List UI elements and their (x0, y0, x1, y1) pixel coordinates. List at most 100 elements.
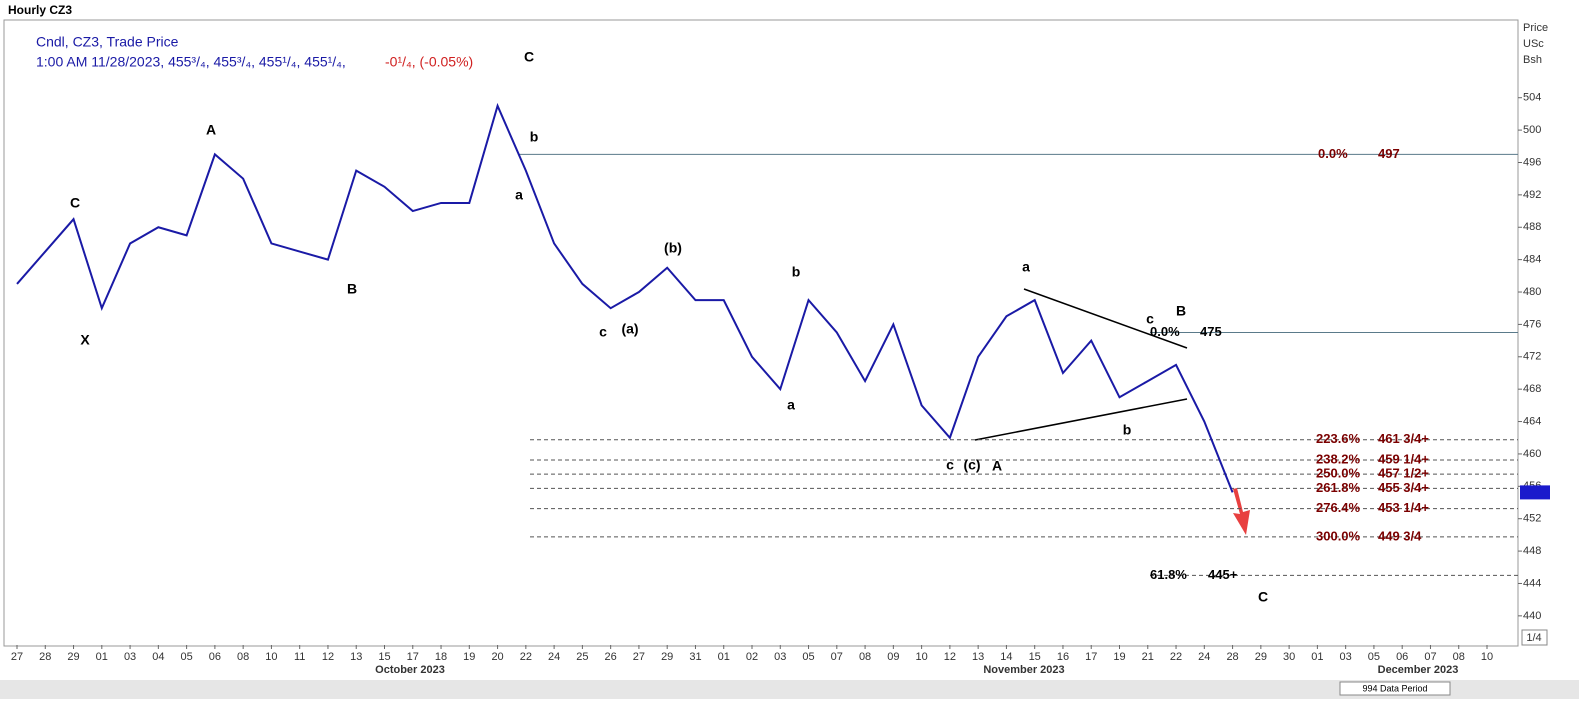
x-tick-label: 21 (1142, 651, 1154, 663)
x-tick-label: 26 (605, 651, 617, 663)
x-tick-label: 19 (463, 651, 475, 663)
x-tick-label: 05 (802, 651, 814, 663)
fib-label: 475 (1200, 324, 1222, 339)
x-tick-label: 29 (1255, 651, 1267, 663)
x-tick-label: 05 (1368, 651, 1380, 663)
wave-label: b (792, 264, 801, 280)
fib-pct: 238.2% (1316, 451, 1361, 466)
y-tick-label: 488 (1523, 221, 1541, 233)
wave-label: a (515, 187, 523, 203)
wave-label: A (206, 122, 216, 138)
fib-label: 461 3/4+ (1378, 431, 1429, 446)
x-tick-label: 15 (378, 651, 390, 663)
x-tick-label: 28 (1226, 651, 1238, 663)
y-tick-label: 444 (1523, 577, 1541, 589)
x-tick-label: 20 (491, 651, 503, 663)
y-tick-label: 440 (1523, 610, 1541, 622)
legend-change: -0¹/₄, (-0.05%) (385, 54, 473, 70)
x-tick-label: 13 (350, 651, 362, 663)
wave-label: C (524, 49, 534, 65)
y-tick-label: 476 (1523, 318, 1541, 330)
wave-label: c (1146, 311, 1154, 327)
x-tick-label: 02 (746, 651, 758, 663)
x-tick-label: 01 (96, 651, 108, 663)
x-tick-label: 24 (1198, 651, 1210, 663)
x-tick-label: 04 (152, 651, 164, 663)
wave-label: c (946, 457, 954, 473)
x-tick-label: 01 (718, 651, 730, 663)
fib-label: 455 3/4+ (1378, 480, 1429, 495)
fib-pct: 223.6% (1316, 431, 1361, 446)
fib-pct: 300.0% (1316, 528, 1361, 543)
x-tick-label: 25 (576, 651, 588, 663)
trend-line (974, 398, 1188, 441)
wave-label: (a) (621, 321, 638, 337)
x-tick-label: 17 (407, 651, 419, 663)
wave-label: A (992, 458, 1002, 474)
x-tick-label: 08 (859, 651, 871, 663)
y-tick-label: 500 (1523, 124, 1541, 136)
wave-label: B (347, 281, 357, 297)
month-label: October 2023 (375, 664, 445, 676)
x-tick-label: 12 (322, 651, 334, 663)
month-label: November 2023 (983, 664, 1064, 676)
y-axis-label: Price (1523, 22, 1548, 34)
wave-label: b (1123, 422, 1132, 438)
y-tick-label: 448 (1523, 545, 1541, 557)
x-tick-label: 06 (1396, 651, 1408, 663)
fib-pct: 250.0% (1316, 466, 1361, 481)
x-tick-label: 19 (1113, 651, 1125, 663)
x-tick-label: 15 (1029, 651, 1041, 663)
fib-pct: 61.8% (1150, 567, 1187, 582)
y-tick-label: 460 (1523, 448, 1541, 460)
x-tick-label: 24 (548, 651, 560, 663)
y-tick-label: 464 (1523, 415, 1541, 427)
last-price-marker (1520, 485, 1550, 500)
wave-label: X (80, 332, 90, 348)
arrow (1233, 488, 1250, 535)
x-tick-label: 14 (1000, 651, 1012, 663)
fib-pct: 261.8% (1316, 480, 1361, 495)
x-tick-label: 06 (209, 651, 221, 663)
y-tick-label: 504 (1523, 92, 1541, 104)
y-tick-label: 484 (1523, 254, 1541, 266)
x-tick-label: 16 (1057, 651, 1069, 663)
fib-label: 453 1/4+ (1378, 500, 1429, 515)
x-tick-label: 05 (180, 651, 192, 663)
x-tick-label: 28 (39, 651, 51, 663)
legend-line: 1:00 AM 11/28/2023, 455³/₄, 455³/₄, 455¹… (36, 54, 346, 70)
x-tick-label: 27 (633, 651, 645, 663)
x-tick-label: 03 (774, 651, 786, 663)
wave-label: b (530, 129, 539, 145)
fib-pct: 0.0% (1150, 324, 1180, 339)
x-tick-label: 29 (661, 651, 673, 663)
x-tick-label: 03 (1340, 651, 1352, 663)
zoom-box[interactable] (1521, 629, 1548, 646)
wave-label: C (1258, 589, 1268, 605)
x-tick-label: 01 (1311, 651, 1323, 663)
wave-label: a (787, 397, 795, 413)
x-tick-label: 11 (294, 651, 305, 663)
scrollbar[interactable] (0, 680, 1579, 699)
fib-label: 457 1/2+ (1378, 466, 1429, 481)
x-tick-label: 30 (1283, 651, 1295, 663)
x-tick-label: 27 (11, 651, 23, 663)
month-label: December 2023 (1378, 664, 1459, 676)
fib-label: 449 3/4 (1378, 528, 1422, 543)
footer: 994 Data Period (1362, 683, 1427, 693)
wave-label: B (1176, 303, 1186, 319)
x-tick-label: 29 (67, 651, 79, 663)
x-tick-label: 08 (237, 651, 249, 663)
wave-label: (c) (963, 457, 980, 473)
fib-label: 497 (1378, 146, 1400, 161)
wave-label: C (70, 195, 80, 211)
x-tick-label: 10 (265, 651, 277, 663)
fib-label: 459 1/4+ (1378, 451, 1429, 466)
x-tick-label: 22 (1170, 651, 1182, 663)
price-line (16, 102, 1234, 493)
y-axis-label: Bsh (1523, 54, 1542, 66)
y-tick-label: 452 (1523, 513, 1541, 525)
zoom[interactable]: 1/4 (1526, 632, 1541, 644)
